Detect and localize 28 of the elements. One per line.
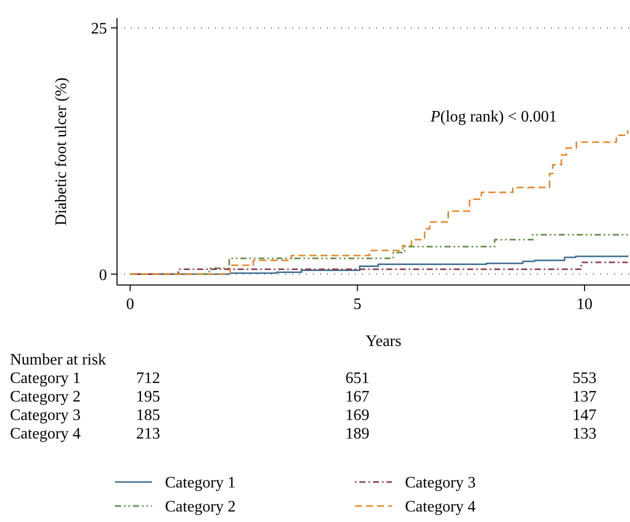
text: 712 [136,370,160,387]
x-tick-label: 0 [126,296,134,313]
text: Category 1 [10,370,81,387]
text: 185 [136,407,160,424]
legend-label: Category 3 [405,474,476,492]
text: 189 [345,426,370,442]
text: Category 4 [10,426,81,442]
text: 167 [345,388,370,406]
text: 137 [572,388,597,406]
x-tick-label: 5 [353,296,362,313]
y-axis-title: Diabetic foot ulcer (%) [53,78,70,226]
text: 133 [572,426,597,442]
text: Category 2 [10,388,81,406]
x-tick-label: 10 [576,296,593,313]
text: 147 [572,407,597,424]
text: 169 [345,407,370,424]
x-axis-title: Years [366,333,402,350]
text: Category 3 [10,407,81,424]
text: 213 [136,426,160,442]
text: 553 [572,370,597,387]
legend-label: Category 2 [165,498,236,516]
text: Number at risk [10,352,106,368]
y-tick-label: 25 [91,20,107,38]
legend-label: Category 4 [405,498,476,516]
annotation: P(log rank) < 0.001 [430,108,557,126]
legend-label: Category 1 [165,474,236,492]
text: 195 [136,388,160,406]
text: 651 [345,370,370,387]
